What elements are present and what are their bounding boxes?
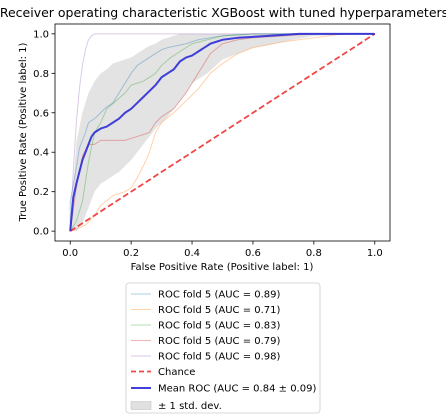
x-axis-label: False Positive Rate (Positive label: 1) — [131, 262, 314, 273]
x-tick-label: 0.4 — [184, 248, 200, 259]
legend-label: Mean ROC (AUC = 0.84 ± 0.09) — [158, 384, 316, 395]
y-tick-label: 1.0 — [33, 29, 49, 40]
legend-label: ROC fold 5 (AUC = 0.79) — [158, 336, 281, 347]
std-band-layer — [70, 33, 375, 232]
series-layer — [69, 32, 376, 232]
x-axis-ticks: 0.0 0.2 0.4 0.6 0.8 1.0 — [62, 241, 383, 259]
legend-label: ROC fold 5 (AUC = 0.83) — [158, 321, 281, 332]
legend-label: ± 1 std. dev. — [158, 401, 222, 412]
x-tick-label: 0.2 — [123, 248, 139, 259]
plot-area — [54, 23, 391, 242]
x-tick-label: 1.0 — [367, 248, 383, 259]
std-dev-band — [70, 33, 375, 232]
legend-box — [125, 282, 321, 414]
x-tick-label: 0.0 — [62, 248, 78, 259]
roc-series-6 — [69, 32, 375, 232]
y-axis-label: True Positive Rate (Positive label: 1) — [18, 42, 29, 222]
y-tick-label: 0.4 — [33, 148, 49, 159]
roc-series-3 — [69, 33, 375, 232]
y-tick-label: 0.8 — [33, 69, 49, 80]
legend-swatch — [130, 401, 152, 410]
axes-frame — [54, 23, 391, 242]
y-tick-label: 0.6 — [33, 108, 49, 119]
legend: ROC fold 5 (AUC = 0.89) ROC fold 5 (AUC =… — [125, 282, 321, 414]
roc-series-0 — [69, 33, 375, 232]
x-tick-label: 0.8 — [306, 248, 322, 259]
roc-series-1 — [70, 33, 375, 232]
chart-title: Receiver operating characteristic XGBoos… — [0, 5, 446, 20]
legend-label: ROC fold 5 (AUC = 0.71) — [158, 305, 281, 316]
y-tick-label: 0.0 — [33, 227, 49, 238]
y-axis-ticks: 0.0 0.2 0.4 0.6 0.8 1.0 — [33, 29, 55, 238]
legend-label: Chance — [158, 367, 195, 378]
roc-series-5 — [69, 33, 376, 232]
x-tick-label: 0.6 — [245, 248, 261, 259]
legend-label: ROC fold 5 (AUC = 0.89) — [158, 290, 281, 301]
roc-series-4 — [69, 33, 375, 232]
legend-label: ROC fold 5 (AUC = 0.98) — [158, 352, 281, 363]
y-tick-label: 0.2 — [33, 187, 49, 198]
roc-series-2 — [69, 33, 375, 232]
